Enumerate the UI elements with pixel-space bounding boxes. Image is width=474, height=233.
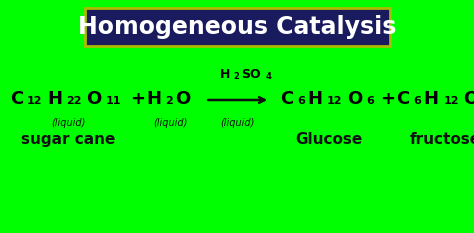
Text: (liquid): (liquid) [51, 118, 85, 128]
Text: SO: SO [241, 68, 260, 81]
Text: H: H [47, 90, 62, 108]
Text: H: H [146, 90, 161, 108]
Text: H: H [424, 90, 439, 108]
Text: 6: 6 [366, 96, 374, 106]
Text: fructose: fructose [409, 132, 474, 147]
Text: C: C [397, 90, 410, 108]
Text: 4: 4 [266, 72, 272, 81]
Text: sugar cane: sugar cane [21, 132, 115, 147]
Text: O: O [86, 90, 102, 108]
Text: H: H [219, 68, 230, 81]
Text: O: O [347, 90, 362, 108]
Text: Homogeneous Catalysis: Homogeneous Catalysis [78, 15, 397, 39]
Text: 2: 2 [165, 96, 173, 106]
Text: (liquid): (liquid) [154, 118, 188, 128]
Text: 12: 12 [27, 96, 43, 106]
FancyBboxPatch shape [85, 8, 390, 46]
Text: O: O [463, 90, 474, 108]
Text: 11: 11 [106, 96, 122, 106]
Text: C: C [280, 90, 293, 108]
Text: 6: 6 [414, 96, 421, 106]
Text: 12: 12 [327, 96, 342, 106]
Text: H: H [308, 90, 322, 108]
Text: 22: 22 [66, 96, 82, 106]
Text: 2: 2 [233, 72, 239, 81]
Text: O: O [175, 90, 191, 108]
Text: 6: 6 [297, 96, 305, 106]
Text: (liquid): (liquid) [220, 118, 255, 128]
Text: +: + [381, 90, 396, 108]
Text: Glucose: Glucose [295, 132, 362, 147]
Text: 12: 12 [443, 96, 459, 106]
Text: C: C [10, 90, 23, 108]
Text: +: + [130, 90, 145, 108]
